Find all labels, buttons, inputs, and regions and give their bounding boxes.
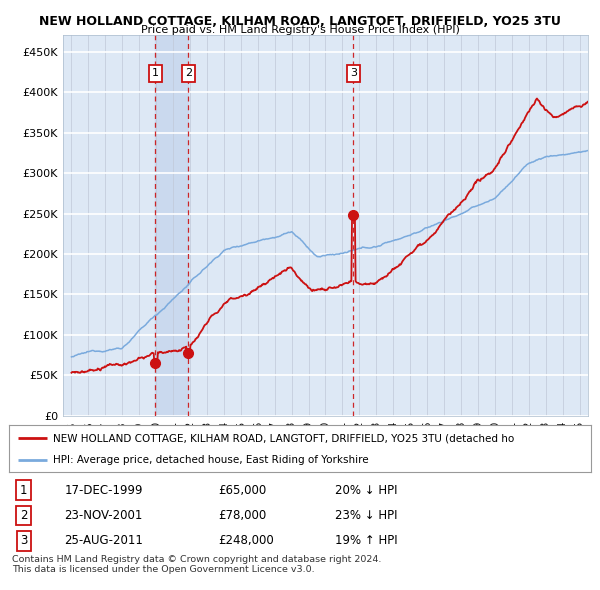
Text: 23-NOV-2001: 23-NOV-2001 [64,509,143,522]
Text: 2: 2 [185,68,192,78]
Text: 1: 1 [152,68,159,78]
Text: 25-AUG-2011: 25-AUG-2011 [64,535,143,548]
Text: 19% ↑ HPI: 19% ↑ HPI [335,535,398,548]
Bar [155,35,188,416]
Text: NEW HOLLAND COTTAGE, KILHAM ROAD, LANGTOFT, DRIFFIELD, YO25 3TU (detached ho: NEW HOLLAND COTTAGE, KILHAM ROAD, LANGTO… [53,433,514,443]
Text: 3: 3 [350,68,357,78]
Text: 17-DEC-1999: 17-DEC-1999 [64,484,143,497]
Text: 1: 1 [20,484,28,497]
Text: 23% ↓ HPI: 23% ↓ HPI [335,509,397,522]
Text: Price paid vs. HM Land Registry's House Price Index (HPI): Price paid vs. HM Land Registry's House … [140,25,460,35]
Text: £248,000: £248,000 [218,535,274,548]
Text: £65,000: £65,000 [218,484,267,497]
Text: 2: 2 [20,509,28,522]
Text: 20% ↓ HPI: 20% ↓ HPI [335,484,397,497]
Text: 3: 3 [20,535,27,548]
Text: Contains HM Land Registry data © Crown copyright and database right 2024.
This d: Contains HM Land Registry data © Crown c… [12,555,382,574]
Text: NEW HOLLAND COTTAGE, KILHAM ROAD, LANGTOFT, DRIFFIELD, YO25 3TU: NEW HOLLAND COTTAGE, KILHAM ROAD, LANGTO… [39,15,561,28]
Text: £78,000: £78,000 [218,509,267,522]
Text: HPI: Average price, detached house, East Riding of Yorkshire: HPI: Average price, detached house, East… [53,455,368,465]
